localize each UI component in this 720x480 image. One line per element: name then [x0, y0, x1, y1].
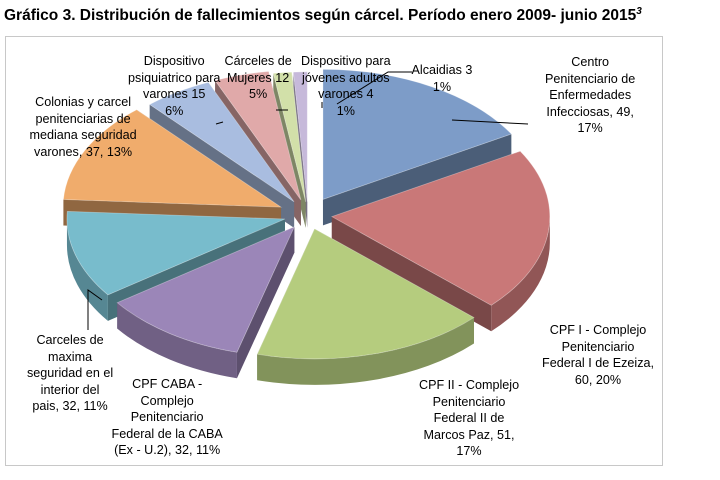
chart-frame: [5, 36, 663, 466]
slice-label-line: CPF I - Complejo: [549, 323, 647, 337]
leader-line-9: [336, 71, 412, 105]
slice-side-3: [117, 302, 237, 379]
slice-label-line: Colonias y carcel: [35, 95, 132, 109]
leader-line-6: [215, 121, 224, 125]
slice-label-line: Penitenciario: [130, 410, 204, 424]
slice-label-line: psiquiatrico para: [128, 70, 221, 85]
slice-label-line: 17%: [456, 444, 482, 458]
slice-side-2: [257, 317, 474, 385]
slice-label-line: Penitenciario de: [545, 71, 636, 86]
slice-wall-1-1: [331, 216, 492, 332]
slice-label-line: 1%: [336, 103, 355, 118]
slice-label-0: Centro Penitenciario de Enfermedades Infecc…: [545, 54, 635, 137]
slice-label-2: CPF II - Complejo Penitenciario Federal II…: [419, 377, 519, 460]
leader-line-0: [451, 119, 529, 125]
slice-label-line: maxima: [48, 349, 93, 364]
leader-lines: [87, 71, 529, 330]
title-footnote: 3: [636, 6, 642, 17]
slice-label-line: mediana seguridad: [29, 128, 137, 142]
slice-label-line: 1%: [432, 79, 452, 94]
slice-label-line: Centro: [571, 55, 610, 69]
slice-label-line: 60, 20%: [574, 372, 622, 387]
chart-title-text: Gráfico 3. Distribución de fallecimiento…: [4, 7, 637, 25]
slice-label-line: Dispositivo para: [301, 54, 391, 68]
slice-label-7: Cárceles de Mujeres 12 5%: [225, 53, 292, 103]
pie-slice-9: [292, 71, 308, 202]
pie-slice-8: [272, 71, 307, 202]
slice-label-line: varones 15: [143, 87, 206, 101]
slice-label-line: Dispositivo: [143, 54, 205, 68]
slice-label-line: varones, 37, 13%: [34, 144, 133, 159]
slice-label-line: interior del: [40, 382, 100, 397]
slice-label-line: (Ex - U.2), 32, 11%: [114, 443, 221, 457]
slice-side-1: [491, 216, 550, 332]
pie-slice-2: [256, 228, 475, 360]
slice-wall-0-1: [322, 133, 512, 226]
slice-label-line: Federal de la CABA: [111, 426, 223, 441]
slice-side-4: [66, 219, 108, 321]
slice-label-line: Complejo: [140, 393, 194, 408]
slice-label-5: Colonias y carcel penitenciarias de median…: [30, 94, 137, 160]
pie-slice-0: [322, 68, 513, 200]
pie-slice-7: [214, 71, 302, 201]
slice-label-line: CPF CABA -: [132, 377, 203, 391]
slice-label-line: Alcaidias 3: [411, 63, 473, 77]
slice-label-line: Infecciosas, 49,: [546, 104, 634, 119]
slice-label-line: 17%: [577, 121, 603, 135]
pie-slice-4: [66, 210, 286, 296]
slice-label-line: Federal I de Ezeiza,: [542, 356, 655, 370]
pie-slice-3: [116, 226, 296, 353]
slice-label-1: CPF I - Complejo Penitenciario Federal I d…: [542, 322, 654, 388]
slice-wall-3-0: [236, 226, 295, 379]
slice-label-line: pais, 32, 11%: [32, 399, 108, 413]
chart-title: Gráfico 3. Distribución de fallecimiento…: [4, 6, 716, 25]
slice-label-line: Marcos Paz, 51,: [423, 427, 515, 442]
slice-label-line: Mujeres 12: [226, 70, 290, 85]
slice-label-line: Penitenciario: [561, 339, 635, 354]
slice-label-line: CPF II - Complejo: [419, 378, 520, 392]
pie-tops: [62, 68, 551, 360]
slice-label-line: Enfermedades: [549, 88, 632, 102]
slice-label-3: CPF CABA - Complejo Penitenciario Federal d…: [112, 376, 223, 459]
slice-label-4: Carceles de maxima seguridad en el interior…: [27, 332, 113, 415]
slice-label-line: varones 4: [318, 87, 374, 101]
slice-label-line: Cárceles de: [224, 54, 292, 68]
slice-label-line: Federal II de: [433, 411, 505, 425]
slice-label-6: Dispositivo psiquiatrico para varones 15 6%: [128, 53, 220, 119]
slice-label-line: 6%: [165, 103, 184, 118]
slice-label-line: penitenciarias de: [35, 111, 131, 126]
leader-line-4: [87, 289, 103, 330]
slice-label-line: Carceles de: [36, 333, 104, 347]
pie-slice-5: [62, 109, 283, 208]
slice-label-line: jóvenes adultos: [302, 70, 390, 85]
slice-label-line: 5%: [249, 87, 268, 101]
slice-label-line: seguridad en el: [27, 366, 114, 380]
pie-slice-1: [330, 150, 551, 306]
slice-label-9: Alcaidias 3 1%: [412, 62, 473, 95]
pie-slice-6: [148, 81, 295, 203]
slice-label-line: Penitenciario: [432, 394, 506, 409]
slice-label-8: Dispositivo para jóvenes adultos varones 4…: [301, 53, 391, 119]
